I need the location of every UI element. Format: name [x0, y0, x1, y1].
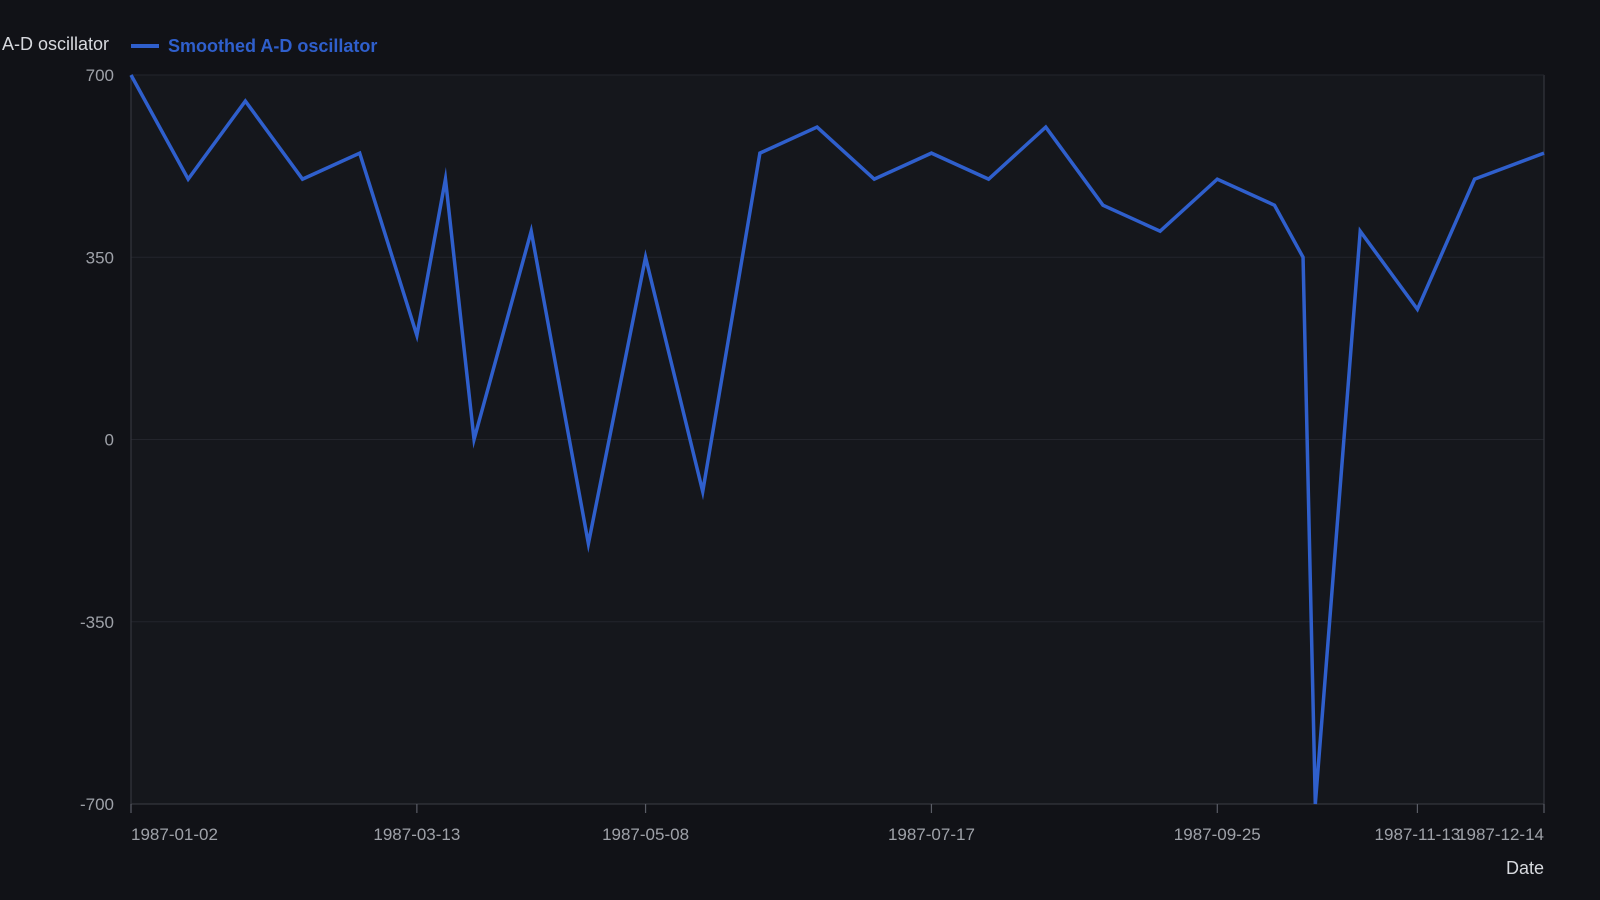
y-tick-label: 0	[105, 431, 114, 450]
legend-label-smoothed-ad-oscillator: Smoothed A-D oscillator	[168, 36, 377, 56]
legend: Smoothed A-D oscillator	[131, 36, 377, 56]
y-tick-label: -350	[80, 613, 114, 632]
x-tick-label: 1987-09-25	[1174, 825, 1261, 844]
x-tick-label: 1987-12-14	[1457, 825, 1544, 844]
series-line-0	[129, 74, 1545, 805]
y-axis-title: A-D oscillator	[2, 34, 109, 54]
axes	[130, 74, 1545, 805]
x-tick-label: 1987-07-17	[888, 825, 975, 844]
series-group	[129, 74, 1545, 805]
x-tick-label: 1987-05-08	[602, 825, 689, 844]
y-tick-label: -700	[80, 795, 114, 814]
x-tick-label: 1987-11-13	[1375, 825, 1461, 844]
x-axis-title: Date	[1506, 858, 1544, 878]
y-tick-label: 700	[86, 66, 114, 85]
x-axis-ticks: 1987-01-02 1987-03-13 1987-05-08 1987-07-17…	[130, 804, 1545, 844]
y-axis-ticks: 700 350 0 -350 -700	[80, 66, 114, 814]
y-tick-label: 350	[86, 248, 114, 267]
x-tick-label: 1987-03-13	[373, 825, 460, 844]
x-tick-label: 1987-01-02	[131, 825, 218, 844]
